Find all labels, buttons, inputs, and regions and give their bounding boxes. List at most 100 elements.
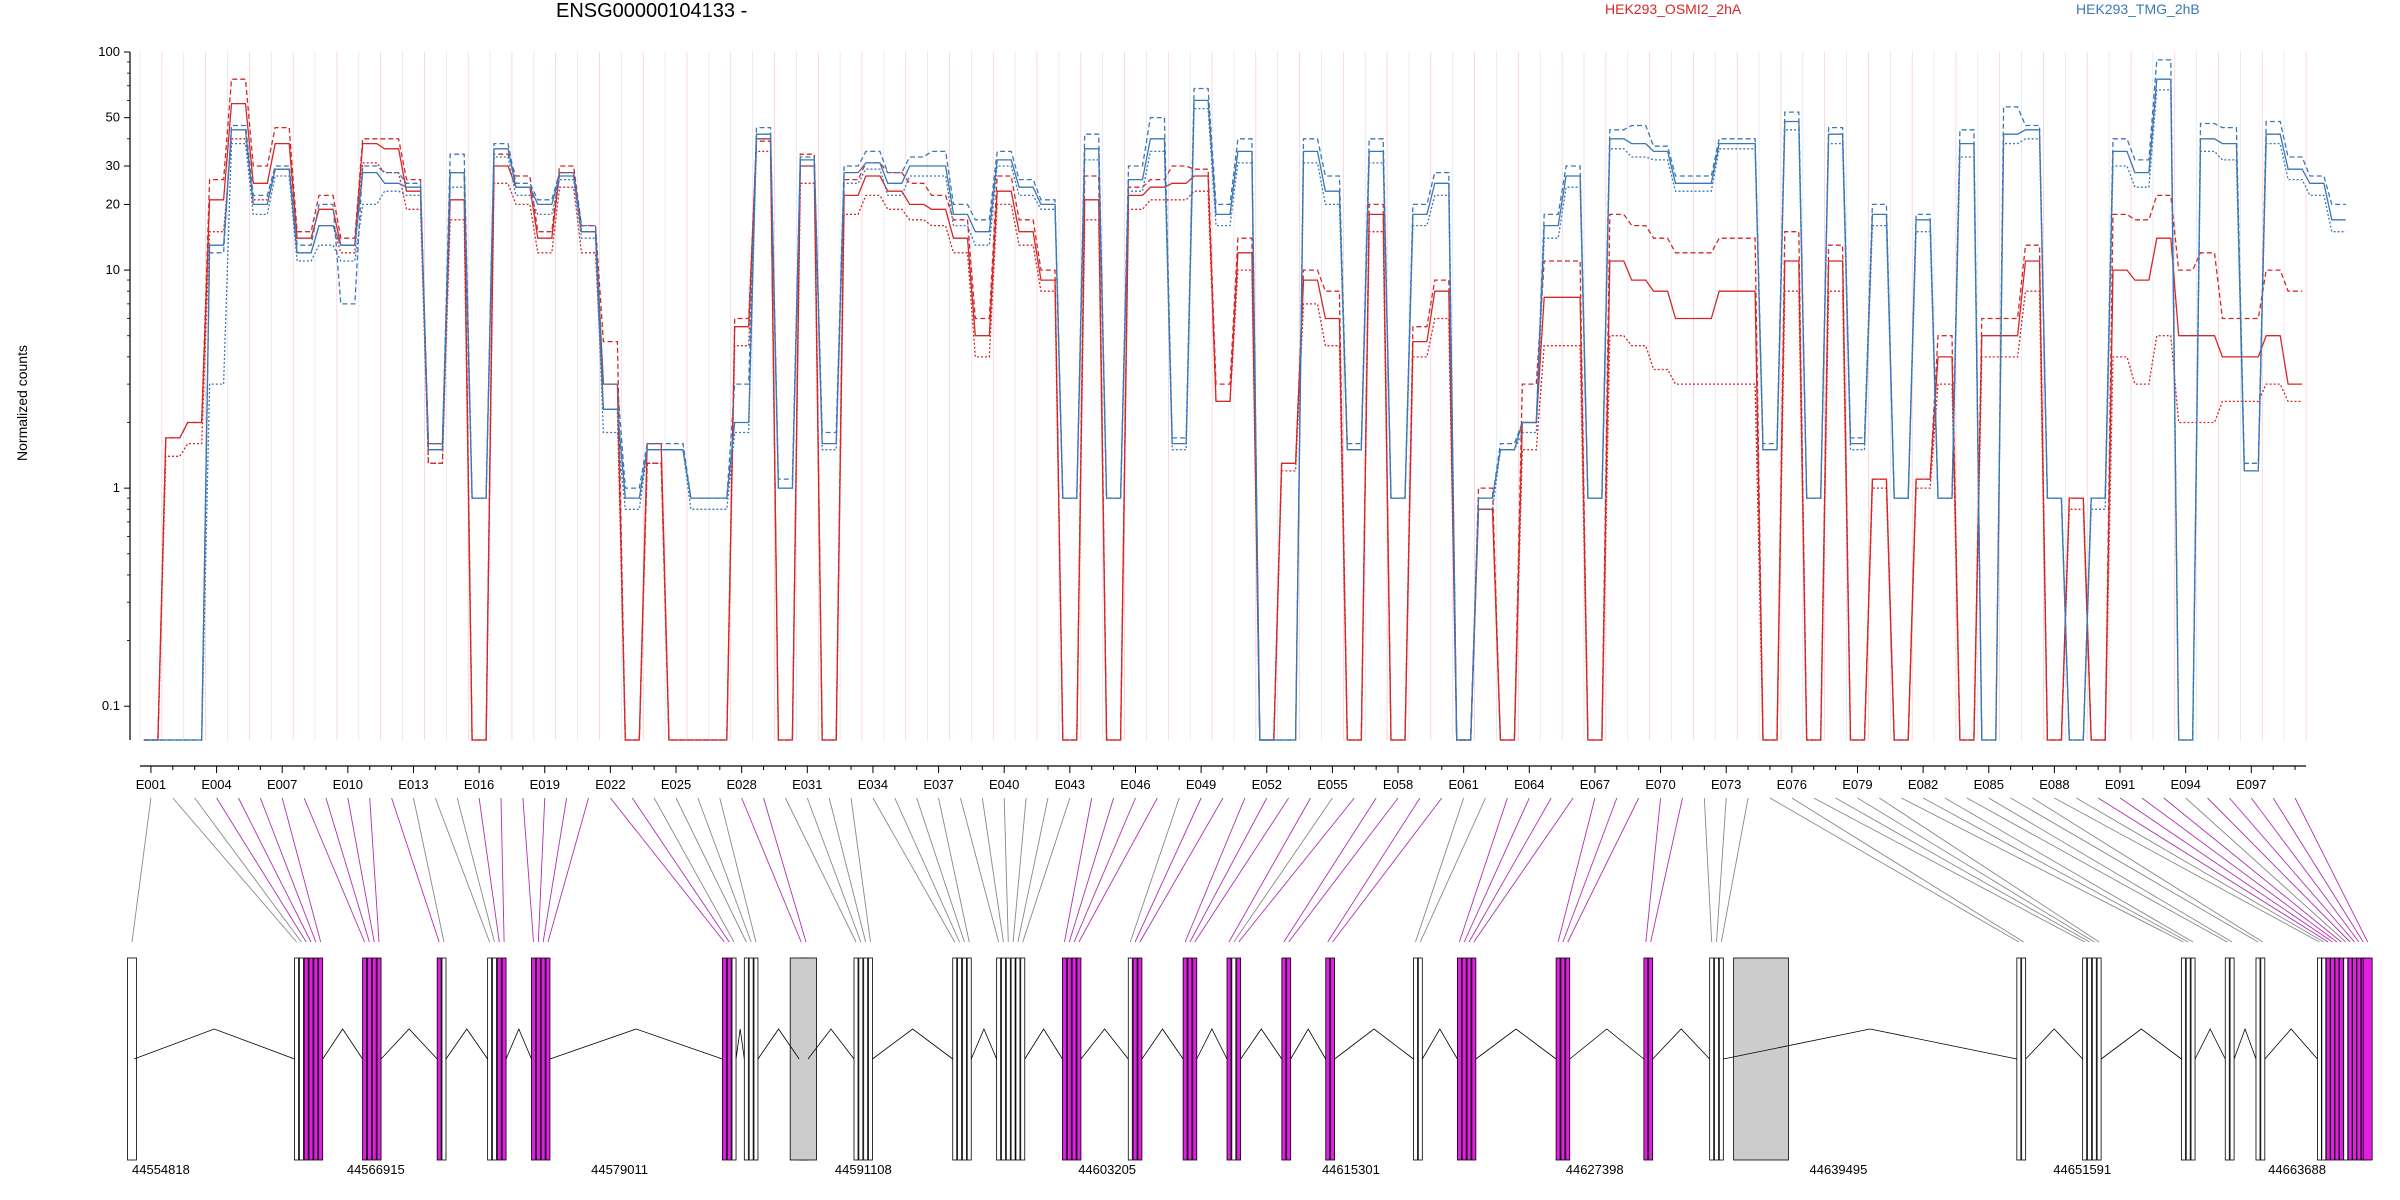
x-tick-label: E094 — [2170, 777, 2200, 792]
intron-line — [1569, 1028, 1645, 1060]
exon-block — [531, 957, 536, 1161]
intron-line — [1290, 1028, 1327, 1060]
x-tick-label: E058 — [1383, 777, 1413, 792]
series-line — [143, 102, 2303, 741]
series-line — [143, 59, 2346, 741]
exon-block — [1471, 957, 1477, 1161]
genomic-coordinate-label: 44603205 — [1078, 1162, 1136, 1177]
x-tick-label: E019 — [530, 777, 560, 792]
legend-entry-tmg: HEK293_TMG_2hB — [2076, 1, 2200, 17]
exon-connector — [828, 797, 867, 943]
exon-block — [2347, 957, 2353, 1161]
exon-block — [1718, 957, 1724, 1161]
intron-line — [2264, 1028, 2318, 1060]
intron-line — [1475, 1028, 1557, 1060]
exon-block — [1466, 957, 1472, 1161]
series-line — [143, 78, 2303, 741]
intron-line — [735, 1028, 745, 1060]
exon-block — [496, 957, 502, 1161]
exon-block — [1001, 957, 1006, 1161]
y-tick-label: 10 — [106, 262, 120, 277]
exon-block — [501, 957, 507, 1161]
genomic-coordinate-label: 44579011 — [591, 1162, 648, 1177]
exon-block — [545, 957, 551, 1161]
exon-connector — [2294, 797, 2369, 943]
x-tick-label: E043 — [1055, 777, 1085, 792]
x-tick-label: E055 — [1317, 777, 1347, 792]
x-tick-label: E052 — [1252, 777, 1282, 792]
exon-connector — [894, 797, 960, 943]
intron-line — [2100, 1028, 2182, 1060]
exon-connector — [1473, 797, 1574, 943]
exon-connector — [2207, 797, 2351, 943]
intron-line — [970, 1027, 997, 1060]
x-axis: E001 E004 E007 E010 E013 E016 E019 E022 E025 E028… — [136, 765, 2306, 792]
series-line — [143, 89, 2346, 741]
x-tick-label: E070 — [1645, 777, 1675, 792]
intron-line — [1141, 1028, 1184, 1060]
exon-connector — [1189, 797, 1268, 943]
exon-connector — [456, 797, 495, 943]
x-tick-label: E010 — [333, 777, 363, 792]
exon-connector — [2141, 797, 2338, 943]
exon-connectors — [131, 797, 2369, 943]
exon-block — [2021, 957, 2027, 1161]
x-tick-label: E088 — [2039, 777, 2069, 792]
intron-line — [133, 1028, 295, 1060]
exon-block — [2091, 957, 2097, 1161]
exon-connector — [1068, 797, 1115, 943]
y-tick-label: 30 — [106, 158, 120, 173]
x-tick-label: E034 — [858, 777, 888, 792]
exon-connector — [1645, 797, 1662, 943]
exon-connector — [1073, 797, 1136, 943]
y-axis: 0.1 1 10 20 30 50 100 — [98, 44, 131, 740]
exon-connector — [916, 797, 965, 943]
exon-connector — [1557, 797, 1596, 943]
exon-connector — [537, 797, 546, 943]
exon-block — [2260, 957, 2266, 1161]
legend-entry-osmi2: HEK293_OSMI2_2hA — [1605, 1, 1742, 17]
exon-block — [2317, 957, 2322, 1161]
exon-block — [952, 957, 958, 1161]
exon-block — [1413, 957, 1418, 1161]
exon-connector — [697, 797, 752, 943]
exon-connector — [1944, 797, 2194, 943]
exon-block — [1236, 957, 1242, 1161]
exon-block — [2330, 957, 2335, 1161]
exon-block — [371, 957, 377, 1161]
exon-block — [743, 957, 749, 1161]
exon-block — [957, 957, 962, 1161]
exon-block — [1417, 957, 1423, 1161]
exon-connector — [1468, 797, 1552, 943]
intron-line — [2233, 1027, 2257, 1060]
exon-connector — [1901, 797, 2184, 943]
y-tick-label: 100 — [98, 44, 120, 59]
x-tick-label: E097 — [2236, 777, 2266, 792]
exon-connector — [653, 797, 735, 943]
exon-block — [308, 957, 314, 1161]
exon-block — [996, 957, 1002, 1161]
x-tick-label: E016 — [464, 777, 494, 792]
exon-block — [2362, 957, 2373, 1161]
exon-connector — [1650, 797, 1683, 943]
intron-line — [322, 1028, 363, 1060]
gene-model — [127, 957, 2373, 1161]
genomic-coordinate-label: 44651591 — [2053, 1162, 2111, 1177]
exon-block — [1010, 957, 1016, 1161]
intron-line — [1723, 1028, 2017, 1060]
exon-block — [535, 957, 541, 1161]
genomic-coordinate-label: 44554818 — [132, 1162, 190, 1177]
exon-block — [441, 957, 447, 1161]
exon-block — [294, 957, 299, 1161]
exon-block — [2229, 957, 2235, 1161]
exon-connector — [1134, 797, 1202, 943]
exon-connector — [872, 797, 956, 943]
y-tick-label: 20 — [106, 196, 120, 211]
exon-block — [753, 957, 759, 1161]
exon-block — [2096, 957, 2102, 1161]
exon-connector — [1419, 797, 1486, 943]
exon-connector — [1922, 797, 2189, 943]
genomic-coordinate-label: 44566915 — [347, 1162, 405, 1177]
exon-connector — [1064, 797, 1093, 943]
